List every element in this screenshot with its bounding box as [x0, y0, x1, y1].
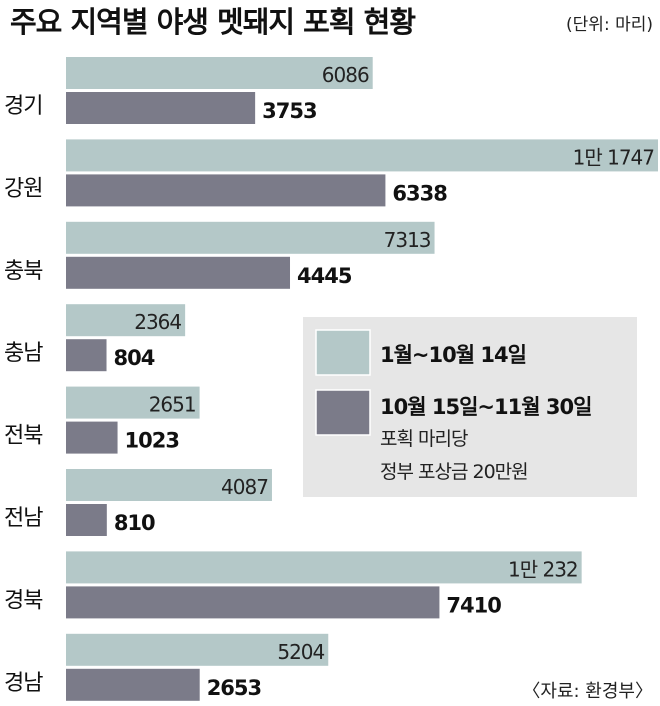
- source-label: 〈자료: 환경부〉: [522, 681, 653, 702]
- bar-label-period-2: 804: [114, 346, 155, 370]
- bar-period-1: [66, 386, 200, 419]
- category-label: 전북: [4, 424, 43, 449]
- bar-label-period-1: 1만 1747: [573, 145, 655, 169]
- bar-period-1: [66, 633, 329, 666]
- legend-label-period-2: 10월 15일~11월 30일: [380, 395, 591, 419]
- unit-label: (단위: 마리): [566, 15, 653, 35]
- bar-period-1: [66, 139, 658, 172]
- bar-period-2: [66, 421, 118, 454]
- legend-swatch-period-2: [315, 389, 371, 436]
- bar-label-period-2: 7410: [446, 593, 501, 617]
- legend-swatch-period-1: [315, 329, 371, 376]
- bar-period-2: [66, 174, 386, 207]
- bar-label-period-1: 2651: [149, 393, 196, 417]
- bar-label-period-1: 5204: [277, 640, 324, 664]
- category-label: 충북: [4, 259, 43, 284]
- bar-label-period-2: 3753: [262, 99, 316, 123]
- bar-label-period-1: 7313: [384, 228, 431, 252]
- bar-label-period-2: 1023: [125, 429, 179, 453]
- category-label: 경북: [4, 588, 43, 613]
- bar-period-2: [66, 504, 107, 536]
- category-label: 강원: [4, 176, 42, 201]
- bar-label-period-1: 2364: [134, 310, 181, 334]
- bar-period-1: [66, 469, 272, 501]
- bar-label-period-2: 810: [114, 511, 155, 535]
- bar-label-period-1: 4087: [221, 475, 268, 499]
- category-label: 경남: [4, 671, 43, 696]
- legend-note-line2: 정부 포상금 20만원: [380, 461, 528, 483]
- bar-period-2: [66, 668, 200, 701]
- category-label: 충남: [4, 341, 43, 366]
- bar-period-1: [66, 221, 435, 254]
- bar-period-2: [66, 586, 440, 619]
- bar-label-period-1: 1만 232: [508, 557, 578, 581]
- bar-label-period-2: 6338: [392, 181, 447, 205]
- legend-note-line1: 포획 마리당: [380, 428, 468, 450]
- bar-period-2: [66, 339, 107, 372]
- bar-label-period-2: 4445: [297, 264, 352, 288]
- legend: 1월~10월 14일 10월 15일~11월 30일 포획 마리당 정부 포상금…: [303, 317, 637, 497]
- bar-period-2: [66, 92, 256, 124]
- bar-period-1: [66, 304, 186, 337]
- bar-label-period-1: 6086: [322, 63, 369, 87]
- bar-period-1: [66, 57, 373, 89]
- category-label: 전남: [4, 506, 43, 531]
- bar-period-1: [66, 551, 582, 584]
- chart-title: 주요 지역별 야생 멧돼지 포획 현황: [10, 5, 416, 39]
- category-label: 경기: [4, 94, 42, 119]
- legend-label-period-1: 1월~10월 14일: [380, 343, 526, 367]
- bar-label-period-2: 2653: [207, 676, 261, 700]
- bar-period-2: [66, 256, 291, 289]
